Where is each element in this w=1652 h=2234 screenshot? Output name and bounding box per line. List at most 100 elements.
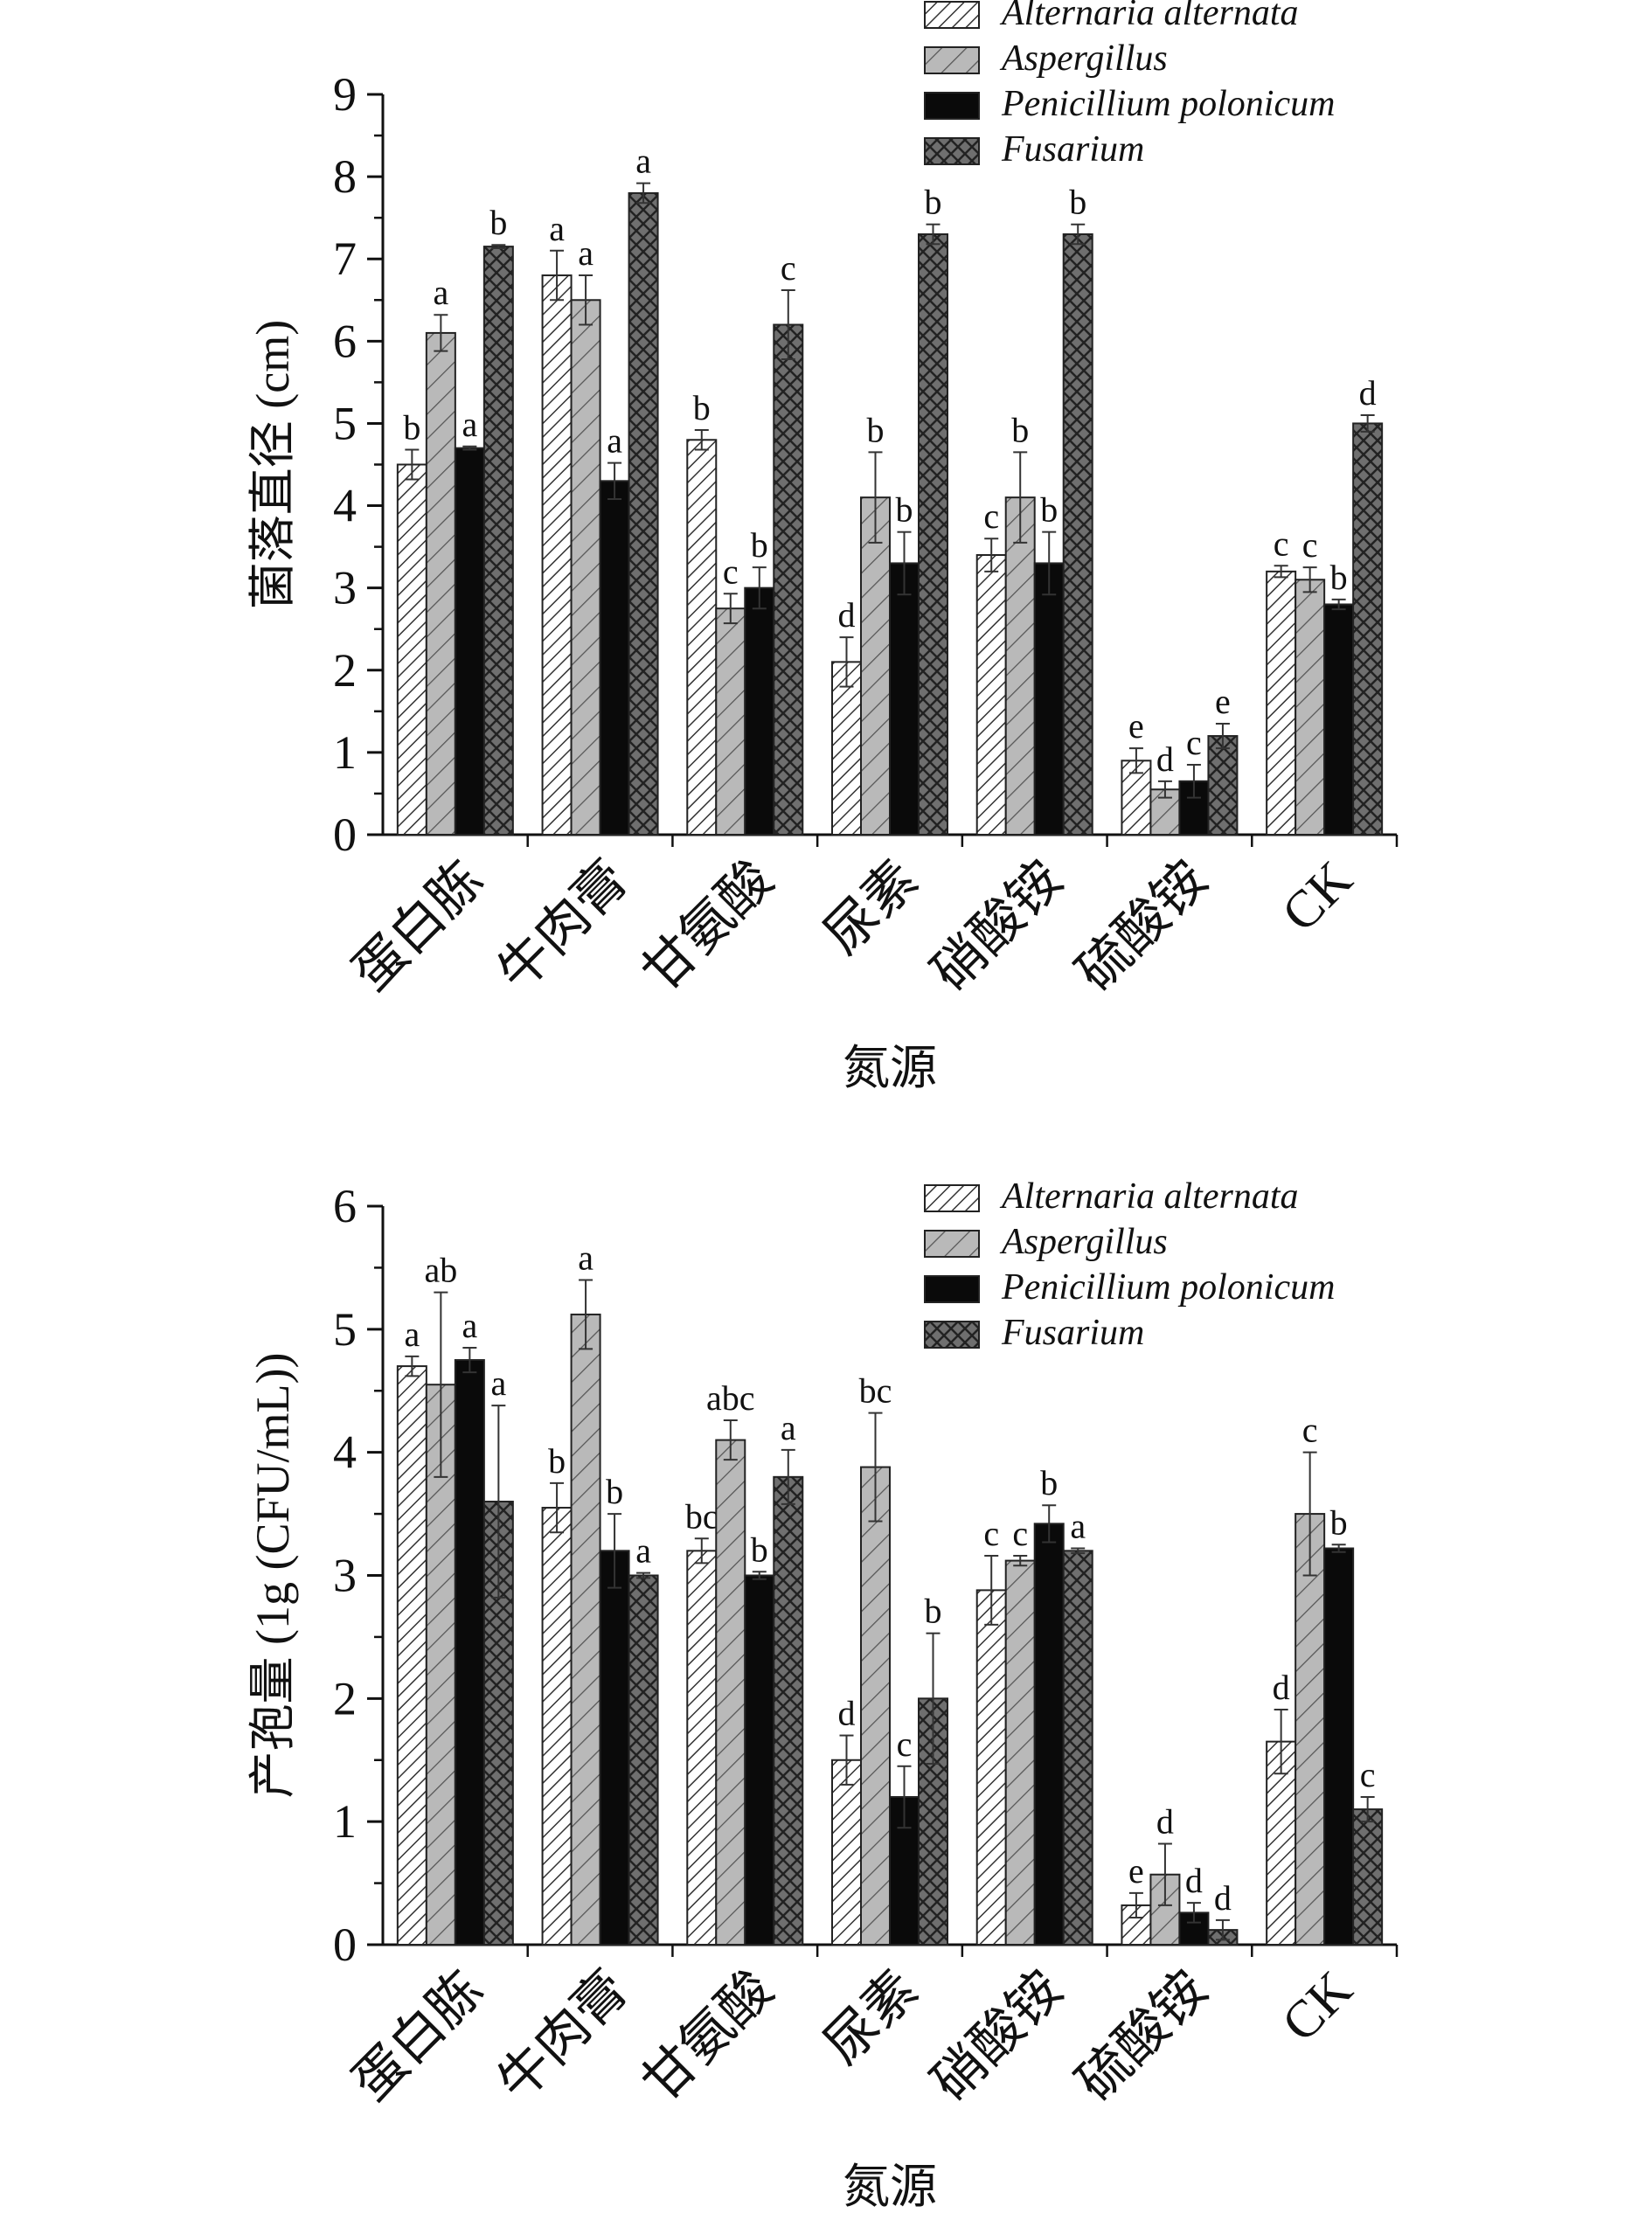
significance-label: a	[433, 273, 448, 312]
legend-swatch	[924, 1, 980, 29]
bar	[773, 323, 804, 836]
significance-label: b	[925, 1592, 942, 1631]
legend-swatch	[924, 1321, 980, 1349]
bar	[570, 299, 601, 836]
significance-label: d	[1214, 1878, 1232, 1918]
significance-label: c	[1012, 1514, 1028, 1553]
legend-label: Alternaria alternata	[999, 1176, 1299, 1217]
significance-label: b	[896, 490, 913, 530]
significance-label: d	[1185, 1861, 1203, 1900]
bar	[831, 1759, 862, 1946]
significance-label: b	[751, 525, 768, 565]
bar	[425, 331, 456, 836]
y-tick-label: 0	[333, 808, 357, 861]
category-label: 甘氨酸	[632, 850, 784, 1003]
category-label: 蛋白胨	[342, 850, 494, 1003]
bar	[628, 1574, 659, 1946]
bar	[918, 1697, 948, 1946]
bar	[541, 274, 573, 836]
category-label: CK	[1271, 1960, 1364, 2053]
legend-swatch	[924, 1275, 980, 1303]
legend-swatch	[924, 46, 980, 74]
bar	[454, 1359, 485, 1946]
bar	[686, 1550, 718, 1946]
significance-label: b	[1330, 558, 1348, 597]
category-label: CK	[1271, 850, 1364, 943]
legend-label: Aspergillus	[999, 1222, 1168, 1262]
significance-label: c	[781, 248, 796, 288]
bar	[1033, 562, 1065, 836]
bar	[831, 661, 862, 836]
category-label: 蛋白胨	[342, 1960, 494, 2113]
significance-label: b	[1069, 183, 1086, 222]
bar	[1295, 579, 1326, 836]
bar	[482, 246, 514, 836]
significance-label: c	[1302, 525, 1318, 565]
y-tick-label: 1	[333, 726, 357, 779]
significance-label: abc	[706, 1378, 755, 1418]
bar	[1033, 1523, 1065, 1946]
category-label: 硝酸铵	[921, 1960, 1073, 2113]
bar	[744, 586, 775, 836]
bar	[454, 447, 485, 836]
bar	[1352, 1808, 1384, 1946]
significance-label: b	[1330, 1502, 1348, 1542]
significance-label: b	[693, 388, 711, 427]
significance-label: c	[897, 1724, 913, 1764]
legend-swatch	[924, 137, 980, 165]
bar	[715, 607, 746, 836]
significance-label: b	[1011, 410, 1029, 449]
bar	[396, 1365, 427, 1946]
significance-label: b	[1040, 490, 1058, 530]
bar	[773, 1475, 804, 1946]
y-tick-label: 3	[333, 562, 357, 614]
significance-label: c	[723, 552, 739, 591]
significance-label: c	[1186, 723, 1202, 762]
significance-label: a	[781, 1408, 796, 1447]
significance-label: b	[548, 1441, 566, 1481]
y-axis-title: 产孢量 (1g (CFU/mL))	[246, 1353, 299, 1799]
bar	[1352, 422, 1384, 836]
significance-label: b	[867, 410, 885, 449]
legend-label: Penicillium polonicum	[1001, 1267, 1335, 1308]
significance-label: d	[838, 595, 856, 635]
x-axis-title: 氮源	[843, 2161, 937, 2213]
significance-label: a	[462, 405, 477, 444]
category-label: 尿素	[814, 850, 929, 966]
significance-label: c	[983, 496, 999, 536]
legend-swatch	[924, 1230, 980, 1258]
significance-label: e	[1215, 682, 1231, 721]
x-axis-title: 氮源	[843, 1042, 937, 1094]
colony-diameter-chart: Alternaria alternata Aspergillus Penicilli…	[246, 0, 1399, 1094]
significance-label: d	[1273, 1668, 1290, 1707]
bar	[860, 496, 891, 836]
bar	[1323, 1547, 1355, 1946]
significance-label: a	[635, 142, 651, 181]
significance-label: a	[578, 1238, 593, 1278]
y-tick-label: 2	[333, 1672, 357, 1724]
significance-label: c	[983, 1514, 999, 1553]
significance-label: c	[1360, 1755, 1376, 1794]
significance-label: bc	[685, 1496, 718, 1536]
bar	[715, 1439, 746, 1946]
category-label: 牛肉膏	[487, 1960, 639, 2113]
significance-label: a	[578, 233, 593, 273]
y-tick-label: 5	[333, 397, 357, 449]
bar	[628, 191, 659, 836]
significance-label: b	[606, 1472, 623, 1511]
bar	[975, 554, 1007, 836]
bar	[599, 1550, 630, 1946]
y-tick-label: 4	[333, 480, 357, 532]
significance-label: a	[607, 421, 622, 461]
category-label: 硝酸铵	[921, 850, 1073, 1003]
y-tick-label: 4	[333, 1426, 357, 1479]
bar	[860, 1466, 891, 1946]
significance-label: b	[751, 1530, 768, 1569]
y-tick-label: 5	[333, 1303, 357, 1356]
significance-label: a	[635, 1531, 651, 1571]
bar	[1323, 603, 1355, 836]
significance-label: d	[838, 1694, 856, 1733]
legend-label: Aspergillus	[999, 38, 1168, 79]
y-tick-label: 8	[333, 150, 357, 203]
